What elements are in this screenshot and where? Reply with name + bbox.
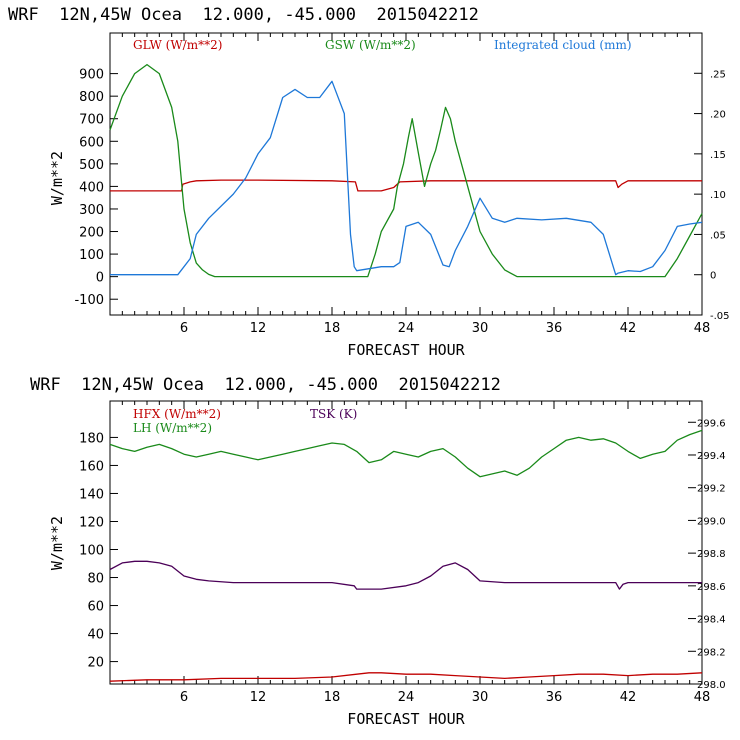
- bottom-y-tick-label-100: 100: [79, 544, 104, 559]
- bottom-y2-tick-label-298-8: 298.8: [697, 549, 726, 560]
- top-y2-tick-label-05: .05: [710, 230, 726, 241]
- bottom-y2-tick-label-299-6: 299.6: [697, 418, 726, 429]
- top-x-ticks: 6 12 18 24 30 36 42 48: [121, 33, 711, 336]
- bottom-y2-ticks: 299.6 299.4 299.2 299.0 298.8 298.6 298.4 298.2…: [688, 418, 726, 691]
- series-line-lh-w-m-2: [109, 429, 703, 478]
- series-line-glw-w-m-2: [110, 179, 702, 192]
- bottom-x-tick-label-36: 36: [546, 690, 563, 705]
- top-y-tick-label-100: -100: [74, 293, 104, 308]
- top-series-lines: [109, 63, 703, 278]
- bottom-x-tick-label-24: 24: [398, 690, 415, 705]
- bottom-y-tick-label-20: 20: [87, 656, 104, 671]
- legend-integrated-cloud: Integrated cloud (mm): [494, 38, 632, 52]
- bottom-y2-tick-label-298-0: 298.0: [697, 680, 726, 691]
- top-x-tick-label-36: 36: [546, 321, 563, 336]
- top-x-tick-label-18: 18: [324, 321, 341, 336]
- bottom-chart: WRF 12N,45W Ocea 12.000, -45.000 2015042…: [30, 375, 726, 728]
- top-y-tick-label-300: 300: [79, 203, 104, 218]
- top-x-tick-label-6: 6: [180, 321, 188, 336]
- top-y2-ticks: .25 .20 .15 .10 .05 0 -.05: [694, 69, 730, 322]
- series-line-gsw-w-m-2: [109, 63, 703, 278]
- top-y-tick-label-400: 400: [79, 180, 104, 195]
- bottom-chart-title: WRF 12N,45W Ocea 12.000, -45.000 2015042…: [30, 375, 501, 395]
- bottom-y2-tick-label-298-2: 298.2: [697, 647, 726, 658]
- bottom-x-tick-label-12: 12: [250, 690, 267, 705]
- bottom-x-tick-label-30: 30: [472, 690, 489, 705]
- top-x-tick-label-12: 12: [250, 321, 267, 336]
- series-line-tsk-k: [109, 560, 702, 590]
- bottom-x-axis-label: FORECAST HOUR: [347, 710, 465, 728]
- top-chart: WRF 12N,45W Ocea 12.000, -45.000 2015042…: [8, 5, 730, 359]
- legend-tsk: TSK (K): [310, 407, 357, 421]
- top-chart-title: WRF 12N,45W Ocea 12.000, -45.000 2015042…: [8, 5, 479, 25]
- bottom-y2-tick-label-299-4: 299.4: [697, 451, 726, 462]
- top-y2-tick-label-20: .20: [710, 110, 726, 121]
- bottom-x-tick-label-42: 42: [620, 690, 637, 705]
- bottom-y2-tick-label-299-2: 299.2: [697, 484, 726, 495]
- bottom-plot-frame: [109, 400, 703, 685]
- top-y-tick-label-500: 500: [79, 158, 104, 173]
- top-x-tick-label-42: 42: [620, 321, 637, 336]
- bottom-y-tick-label-40: 40: [87, 628, 104, 643]
- legend-lh: LH (W/m**2): [133, 421, 212, 435]
- top-y-tick-label-200: 200: [79, 226, 104, 241]
- top-plot-frame: [109, 32, 703, 316]
- legend-gsw: GSW (W/m**2): [325, 38, 416, 52]
- bottom-y-tick-label-160: 160: [79, 459, 104, 474]
- bottom-y2-tick-label-298-4: 298.4: [697, 615, 726, 626]
- top-y2-tick-label-15: .15: [710, 150, 726, 161]
- top-y-tick-label-600: 600: [79, 135, 104, 150]
- bottom-series-lines: [109, 429, 703, 682]
- top-x-tick-label-30: 30: [472, 321, 489, 336]
- top-x-axis-label: FORECAST HOUR: [347, 341, 465, 359]
- top-y-tick-label-800: 800: [79, 90, 104, 105]
- bottom-y-axis-label: W/m**2: [48, 516, 66, 570]
- top-y2-tick-label-25: .25: [710, 69, 726, 80]
- bottom-y2-tick-label-299-0: 299.0: [697, 516, 726, 527]
- bottom-x-tick-label-18: 18: [324, 690, 341, 705]
- bottom-y-ticks: 180 160 140 120 100 80 60 40 20: [79, 431, 118, 671]
- bottom-x-tick-label-48: 48: [694, 690, 711, 705]
- bottom-y-tick-label-180: 180: [79, 431, 104, 446]
- top-y-tick-label-100: 100: [79, 248, 104, 263]
- bottom-y-tick-label-120: 120: [79, 515, 104, 530]
- bottom-y2-tick-label-298-6: 298.6: [697, 582, 726, 593]
- top-x-tick-label-24: 24: [398, 321, 415, 336]
- bottom-x-tick-label-6: 6: [180, 690, 188, 705]
- legend-glw: GLW (W/m**2): [133, 38, 222, 52]
- top-y-tick-label-900: 900: [79, 68, 104, 83]
- bottom-y-tick-label-140: 140: [79, 487, 104, 502]
- bottom-y-tick-label-80: 80: [87, 572, 104, 587]
- top-y2-tick-label-0: 0: [710, 271, 716, 282]
- top-y-tick-label-700: 700: [79, 113, 104, 128]
- series-line-integrated-cloud-mm: [110, 80, 703, 276]
- top-y-ticks: 900 800 700 600 500 400 300 200 100 0 -100: [74, 68, 118, 308]
- bottom-x-ticks: 6 12 18 24 30 36 42 48: [121, 401, 711, 705]
- top-x-tick-label-48: 48: [694, 321, 711, 336]
- bottom-y-tick-label-60: 60: [87, 600, 104, 615]
- top-y-tick-label-0: 0: [96, 271, 104, 286]
- top-y-axis-label: W/m**2: [48, 151, 66, 205]
- legend-hfx: HFX (W/m**2): [133, 407, 221, 421]
- top-y2-tick-label-05: -.05: [710, 311, 730, 322]
- series-line-hfx-w-m-2: [109, 672, 703, 682]
- top-y2-tick-label-10: .10: [710, 190, 726, 201]
